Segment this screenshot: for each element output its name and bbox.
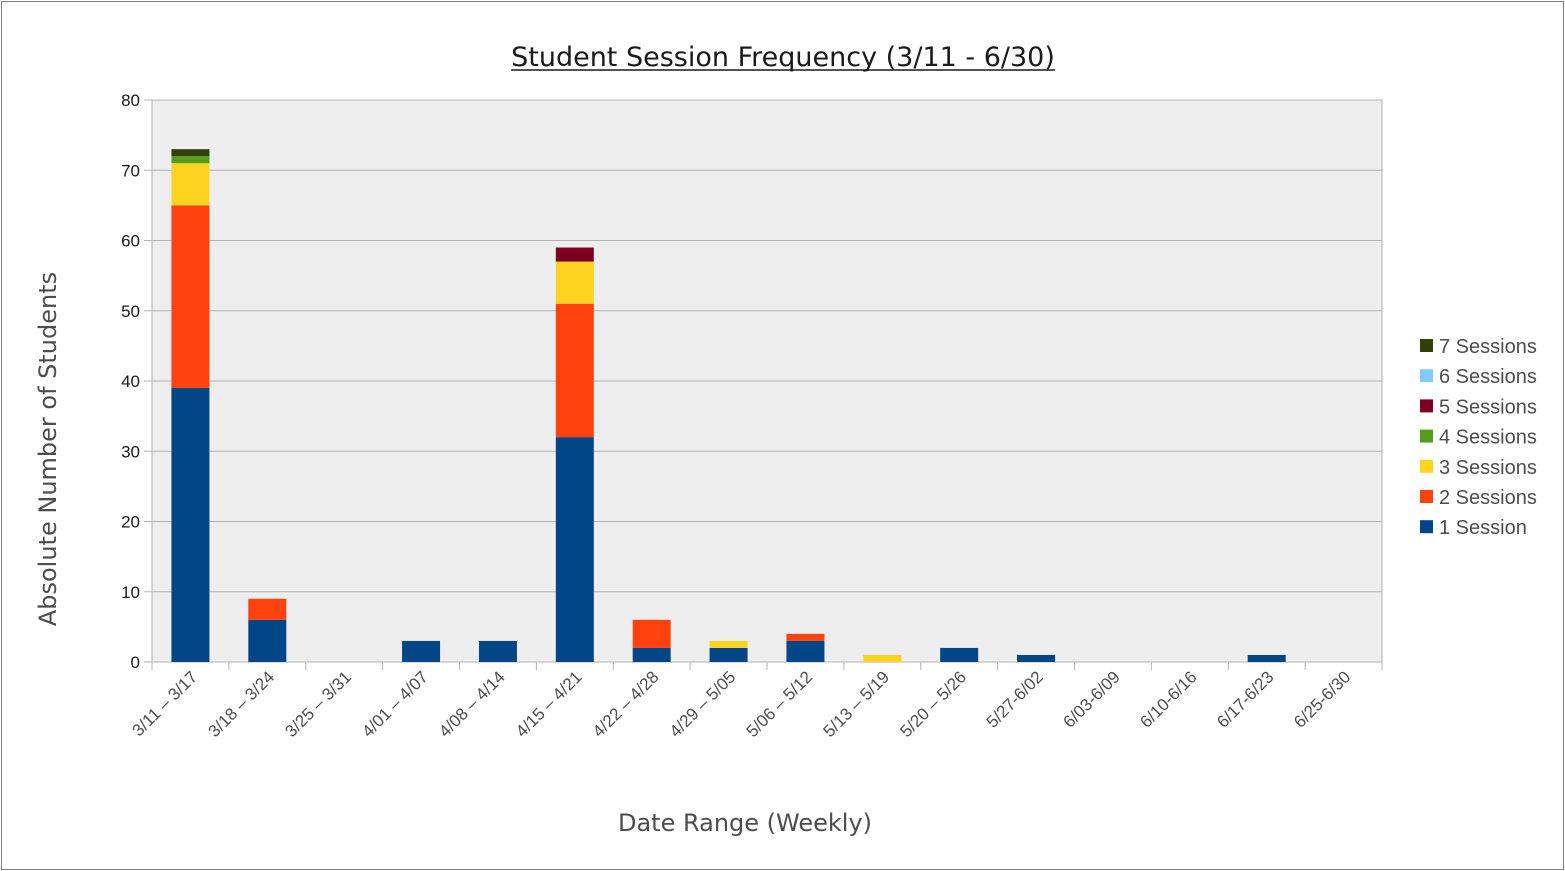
legend-swatch xyxy=(1420,339,1433,352)
legend-label: 6 Sessions xyxy=(1439,366,1537,388)
legend-item: 3 Sessions xyxy=(1420,457,1537,479)
bar-segment xyxy=(632,619,671,648)
legend-item: 6 Sessions xyxy=(1420,366,1537,388)
y-tick-label: 10 xyxy=(121,583,140,602)
x-tick-label: 6/03-6/09 xyxy=(1060,667,1124,731)
y-tick-label: 80 xyxy=(121,91,140,110)
legend-item: 1 Session xyxy=(1420,517,1527,539)
bar-segment xyxy=(171,388,210,662)
y-tick-label: 50 xyxy=(121,302,140,321)
x-tick-label: 3/11 – 3/17 xyxy=(129,667,202,740)
legend-item: 7 Sessions xyxy=(1420,336,1537,358)
bar-segment xyxy=(171,205,210,389)
legend-label: 7 Sessions xyxy=(1439,336,1537,358)
legend-swatch xyxy=(1420,429,1433,443)
y-tick-label: 40 xyxy=(121,372,140,391)
legend-label: 3 Sessions xyxy=(1439,457,1537,479)
bar-segment xyxy=(171,149,210,157)
legend-label: 1 Session xyxy=(1439,517,1527,539)
legend-label: 5 Sessions xyxy=(1439,396,1537,418)
x-axis-title: Date Range (Weekly) xyxy=(618,809,872,837)
y-tick-label: 70 xyxy=(121,161,140,180)
bar-segment xyxy=(709,640,748,648)
x-tick-label: 5/06 – 5/12 xyxy=(743,667,817,741)
bar-segment xyxy=(248,619,287,662)
legend: 7 Sessions 6 Sessions 5 Sessions 4 Sessions… xyxy=(1420,336,1537,539)
bar-segment xyxy=(1017,654,1056,662)
x-tick-label: 6/17-6/23 xyxy=(1213,667,1277,731)
y-tick-label: 30 xyxy=(121,442,140,461)
x-tick-label: 4/08 – 4/14 xyxy=(435,667,509,741)
x-tick-label: 4/01 – 4/07 xyxy=(358,667,432,741)
bar-segment xyxy=(555,303,594,438)
legend-item: 4 Sessions xyxy=(1420,427,1537,449)
x-tick-label: 4/15 – 4/21 xyxy=(512,667,586,741)
bar-segment xyxy=(555,247,594,262)
bar-segment xyxy=(632,647,671,662)
legend-swatch xyxy=(1420,520,1433,534)
bar-segment xyxy=(786,633,825,641)
plot-area: 0 10 20 30 40 50 60 70 80 3/11 – 3/17 3/18 – 3/24 3… xyxy=(121,91,1383,741)
legend-swatch xyxy=(1420,490,1433,503)
legend-swatch xyxy=(1420,459,1433,473)
x-tick-label: 4/29 – 5/05 xyxy=(666,667,740,741)
x-tick-label: 6/10-6/16 xyxy=(1136,667,1200,731)
bar-segment xyxy=(863,654,902,662)
bar-segment xyxy=(786,640,825,662)
x-tick-label: 5/13 – 5/19 xyxy=(820,667,894,741)
x-tick-label: 3/25 – 3/31 xyxy=(281,667,355,741)
bar-segment xyxy=(478,640,517,662)
x-tick-label: 6/25-6/30 xyxy=(1290,667,1354,731)
bar-segment xyxy=(171,163,210,206)
bar-segment xyxy=(171,156,210,164)
legend-swatch xyxy=(1420,399,1433,413)
legend-swatch xyxy=(1420,369,1433,383)
chart-title: Student Session Frequency (3/11 - 6/30) xyxy=(511,42,1055,73)
bar-segment xyxy=(1247,654,1286,662)
bar-segment xyxy=(402,640,441,662)
legend-item: 5 Sessions xyxy=(1420,396,1537,418)
bar-segment xyxy=(940,647,979,662)
x-tick-label: 5/27-6/02 xyxy=(983,667,1047,731)
bar-segment xyxy=(555,437,594,662)
y-tick-label: 60 xyxy=(121,232,140,251)
y-tick-label: 0 xyxy=(131,653,140,672)
y-axis-title: Absolute Number of Students xyxy=(34,272,62,626)
bar-segment xyxy=(709,647,748,662)
x-tick-label: 5/20 – 5/26 xyxy=(896,667,970,741)
bar-segment xyxy=(555,261,594,304)
legend-label: 4 Sessions xyxy=(1439,427,1537,449)
y-tick-label: 20 xyxy=(121,513,140,532)
legend-item: 2 Sessions xyxy=(1420,487,1537,509)
bar-segment xyxy=(248,598,287,620)
x-tick-label: 3/18 – 3/24 xyxy=(205,667,279,741)
x-tick-label: 4/22 – 4/28 xyxy=(589,667,663,741)
legend-label: 2 Sessions xyxy=(1439,487,1537,509)
